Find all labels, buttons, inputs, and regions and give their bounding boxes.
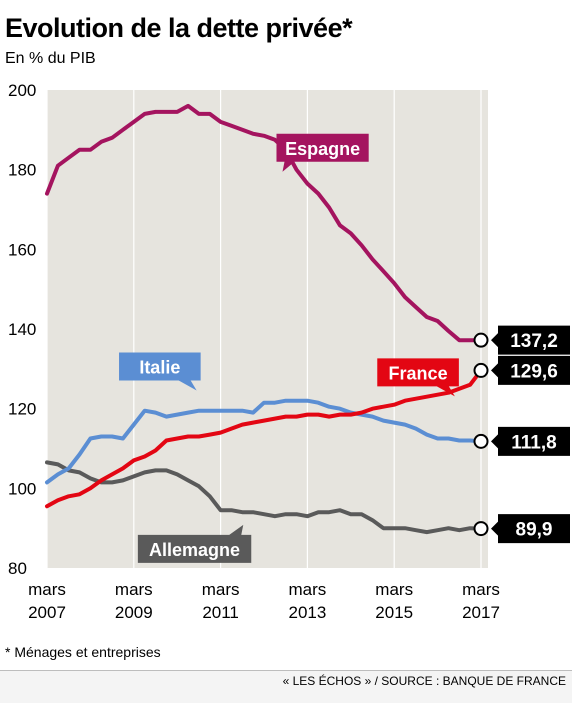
y-tick-label-100: 100 [8, 479, 36, 498]
end-marker-italie [473, 433, 489, 449]
y-tick-label-80: 80 [8, 559, 27, 578]
x-tick-label-bottom-0: 2007 [28, 603, 66, 622]
end-value-box-allemagne [491, 514, 570, 544]
x-tick-label-top-2: mars [202, 580, 240, 599]
x-tick-label-top-4: mars [375, 580, 413, 599]
end-value-label-italie: 111,8 [511, 432, 556, 453]
end-marker-allemagne [473, 521, 489, 537]
series-name-label-italie: Italie [139, 357, 180, 377]
x-tick-label-bottom-3: 2013 [288, 603, 326, 622]
series-tag-italie [119, 352, 201, 391]
plot-area [47, 90, 488, 568]
end-marker-espagne [473, 332, 489, 348]
series-line-italie [45, 398, 483, 485]
end-value-box-italie [491, 426, 570, 456]
y-tick-label-160: 160 [8, 240, 36, 259]
footer-divider [0, 670, 572, 671]
footer-band [0, 671, 572, 703]
x-tick-label-bottom-2: 2011 [202, 603, 239, 622]
series-line-espagne [45, 103, 483, 343]
y-tick-label-140: 140 [8, 320, 36, 339]
x-tick-label-top-0: mars [28, 580, 66, 599]
y-tick-label-200: 200 [8, 81, 36, 100]
series-tag-espagne [276, 133, 369, 172]
footnote: * Ménages et entreprises [5, 644, 161, 660]
series-tag-allemagne [137, 524, 252, 563]
x-tick-label-bottom-4: 2015 [375, 603, 413, 622]
series-line-allemagne [45, 460, 483, 535]
y-tick-label-180: 180 [8, 161, 36, 180]
series-line-france [45, 368, 483, 509]
x-tick-label-bottom-1: 2009 [115, 603, 153, 622]
y-tick-label-120: 120 [8, 400, 36, 419]
series-tag-france [377, 358, 459, 397]
series-name-label-espagne: Espagne [285, 139, 360, 159]
line-chart: 80 100 120 140 160 180 200 mars 2007 mars 2009 mars… [8, 81, 570, 622]
series-name-label-allemagne: Allemagne [149, 540, 240, 560]
end-value-label-france: 129,6 [510, 361, 558, 382]
series-name-label-france: France [389, 363, 448, 383]
chart-title: Evolution de la dette privée* [5, 13, 353, 43]
x-tick-label-bottom-5: 2017 [462, 603, 500, 622]
end-value-box-france [491, 355, 570, 385]
x-tick-label-top-3: mars [289, 580, 327, 599]
end-value-box-espagne [491, 325, 570, 355]
x-tick-label-top-5: mars [462, 580, 500, 599]
x-tick-label-top-1: mars [115, 580, 153, 599]
chart-subtitle: En % du PIB [5, 50, 96, 67]
end-value-label-espagne: 137,2 [510, 331, 558, 352]
end-value-label-allemagne: 89,9 [516, 520, 553, 541]
source-credit: « LES ÉCHOS » / SOURCE : BANQUE DE FRANC… [282, 674, 566, 688]
end-marker-france [473, 362, 489, 378]
